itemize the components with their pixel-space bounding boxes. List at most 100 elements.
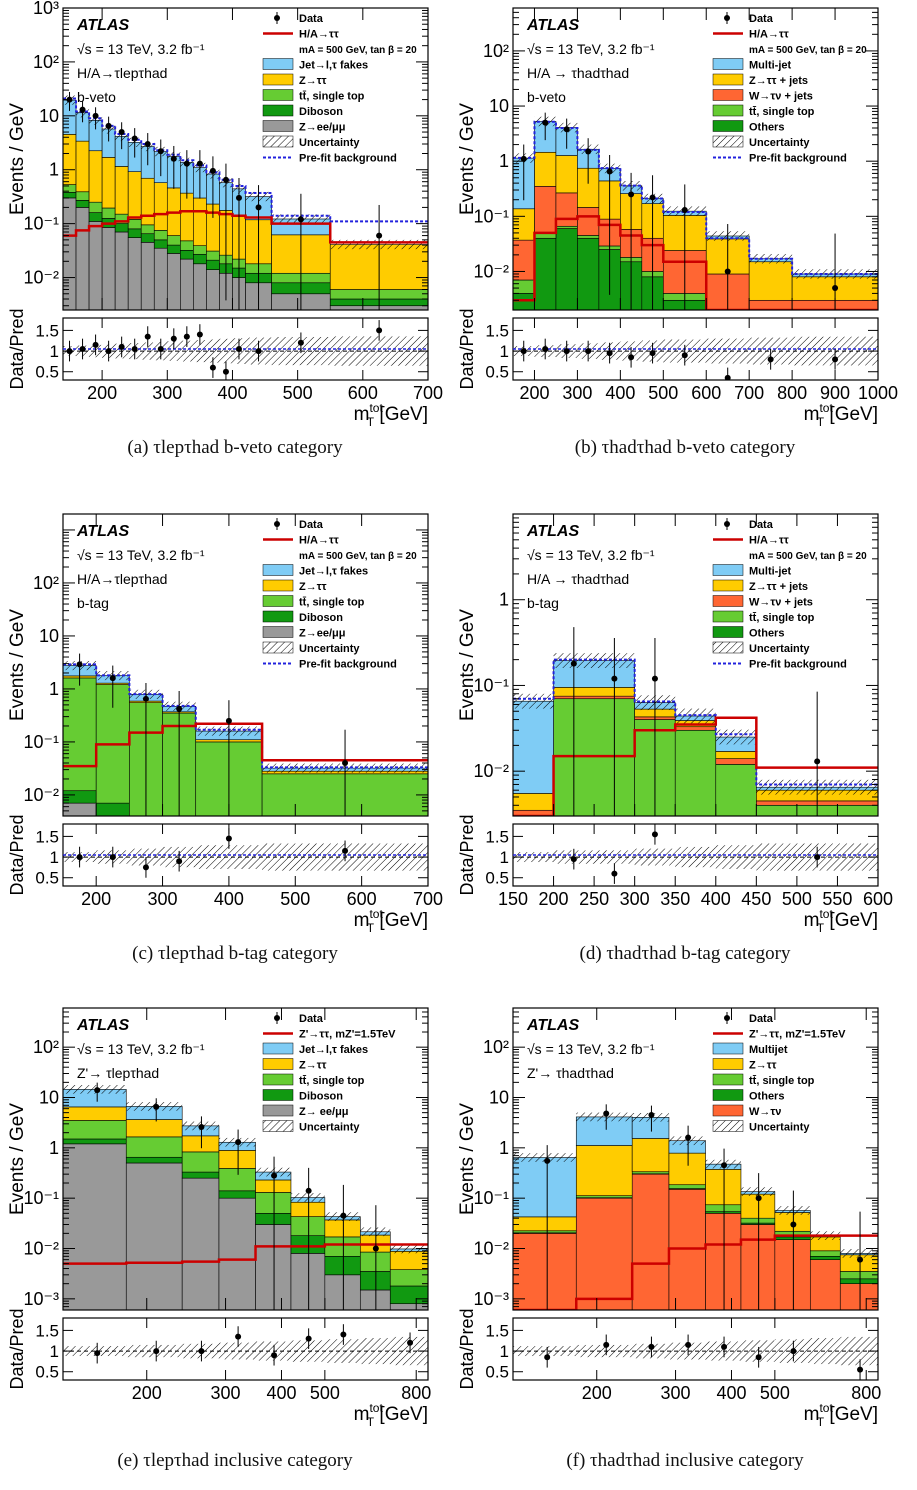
caption-a: (a) τlepτhad b-veto category: [127, 437, 343, 458]
data-point: [157, 148, 164, 155]
data-point: [685, 1134, 692, 1141]
legend-swatch: [724, 1012, 730, 1024]
x-tick-label: 900: [820, 383, 850, 403]
data-point: [342, 760, 349, 767]
ratio-y-axis-title: Data/Pred: [7, 1308, 27, 1389]
x-tick-label: 350: [660, 889, 690, 909]
data-point: [603, 1110, 610, 1117]
chart-panel-3: 10⁻² 10⁻¹ 1 150 200 250 300 350 400 450 500 550 600 E…: [457, 513, 893, 935]
y-tick-label: 10⁻³: [23, 1289, 59, 1309]
stack-bar-zll: [218, 1197, 256, 1310]
legend-label: Uncertainty: [299, 643, 360, 655]
atlas-label: ATLAS: [526, 1017, 579, 1034]
legend-swatch: [262, 120, 294, 132]
data-point: [376, 232, 383, 239]
legend-swatch: [712, 58, 744, 70]
data-point: [814, 758, 821, 765]
ratio-plot-area: [513, 336, 878, 380]
chart-panel-4: 10⁻³ 10⁻² 10⁻¹ 1 10 10² 200 300 400 500 800 Events …: [7, 1007, 431, 1429]
ratio-uncertainty: [706, 338, 750, 364]
stack-bar-ztautau: [324, 1219, 361, 1238]
data-point: [142, 695, 149, 702]
legend-label: mA = 500 GeV, tan β = 20: [299, 551, 417, 562]
stack-bar-ttbar: [674, 729, 717, 816]
ratio-point: [131, 346, 138, 352]
legend-swatch: [712, 641, 744, 654]
ratio-y-tick-label: 1: [500, 342, 509, 361]
data-point: [105, 122, 112, 129]
stack-bar-ttbar: [513, 1230, 577, 1234]
y-tick-label: 10⁻¹: [473, 675, 509, 695]
uncertainty-band: [360, 1227, 391, 1237]
stack-bar-diboson: [206, 259, 220, 270]
stack-bar-ttbar: [88, 201, 103, 213]
data-point: [153, 1103, 160, 1110]
x-tick-label: 550: [822, 889, 852, 909]
legend-label: tt̄, single top: [299, 91, 365, 103]
main-frame: [62, 513, 429, 817]
legend-swatch: [262, 104, 294, 117]
legend-uncertainty-box: [712, 1120, 744, 1132]
stack-bar-diboson: [193, 253, 207, 265]
stack-bar-zll: [255, 1224, 292, 1310]
stack-bar-ztautau: [290, 1201, 326, 1217]
stack-bar-diboson: [63, 1138, 127, 1145]
legend-label: mA = 500 GeV, tan β = 20: [749, 45, 867, 56]
data-point: [857, 1256, 864, 1263]
stack-bar-zll: [153, 247, 168, 310]
ratio-y-tick-label: 0.5: [35, 1363, 59, 1382]
ratio-point: [724, 374, 731, 380]
stack-bar-wtaunu: [748, 299, 793, 310]
uncertainty-band: [715, 729, 757, 745]
legend-swatch: [712, 104, 744, 117]
data-point: [131, 135, 138, 142]
legend-label: tt̄, single top: [749, 106, 815, 118]
x-tick-label: 600: [347, 889, 377, 909]
x-tick-label: 200: [132, 1383, 162, 1403]
ratio-uncertainty: [740, 1340, 775, 1362]
ratio-point: [76, 854, 83, 861]
uncertainty-band: [290, 1193, 325, 1202]
legend-label: Jet→l,τ fakes: [299, 1044, 368, 1056]
stack-bar-ttbar: [101, 207, 116, 219]
atlas-label: ATLAS: [76, 523, 129, 540]
ratio-uncertainty: [513, 852, 554, 863]
stack-bar-zll: [127, 237, 142, 310]
legend-label: H/A→ττ: [299, 535, 339, 547]
stack-bar-zll: [101, 227, 116, 310]
caption-b: (b) τhadτhad b-veto category: [574, 437, 796, 458]
stack-bar-ztautau: [75, 140, 90, 193]
ratio-point: [92, 341, 99, 348]
legend-label: Data: [749, 1013, 774, 1025]
stack-bar-diboson: [577, 237, 600, 310]
stack-bar-diboson: [534, 237, 557, 310]
data-point: [255, 204, 262, 211]
stack-bar-ttbar: [140, 224, 155, 235]
energy-label: √s = 13 TeV, 3.2 fb⁻¹: [527, 1041, 655, 1057]
stack-bar-wtaunu: [809, 1259, 841, 1310]
channel-label: Z'→ τhadτhad: [527, 1065, 614, 1081]
uncertainty-band: [576, 1112, 633, 1122]
y-tick-label: 10⁻²: [23, 785, 59, 805]
legend-label: Uncertainty: [749, 643, 810, 655]
stack-bar-diboson: [166, 244, 181, 254]
legend-label: Z→ττ: [299, 1060, 327, 1072]
stack-bar-ttbar: [715, 764, 757, 816]
stack-bar-ztautau: [705, 1169, 742, 1206]
y-axis-title: Events / GeV: [457, 103, 478, 215]
ratio-point: [183, 333, 190, 340]
stack-bar-diboson: [95, 802, 130, 816]
legend-color-box: [262, 626, 294, 638]
stack-bar-ztautau: [88, 150, 103, 203]
ratio-point: [153, 1348, 160, 1355]
data-point: [570, 660, 577, 667]
stack-bar-ttbar: [181, 1151, 220, 1173]
data-point: [651, 675, 658, 682]
data-point: [755, 1195, 762, 1202]
y-tick-label: 10: [489, 1088, 509, 1108]
stack-bar-ttbar: [705, 1204, 742, 1212]
main-plot-area: [513, 1104, 878, 1310]
stack-bar-ztautau: [715, 751, 757, 759]
data-point: [681, 207, 688, 214]
ratio-uncertainty: [632, 1343, 669, 1359]
